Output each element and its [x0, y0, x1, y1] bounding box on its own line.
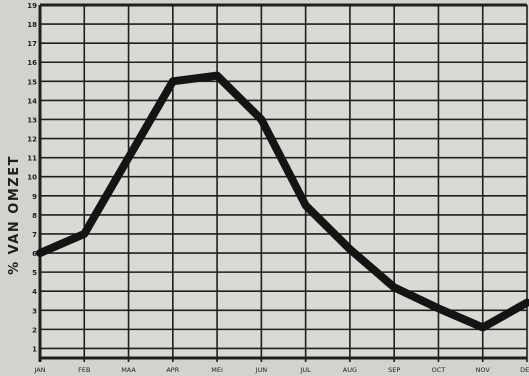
x-tick-label: AUG: [343, 366, 357, 374]
data-point: [480, 325, 485, 330]
x-tick-label: SEP: [388, 366, 400, 374]
data-point: [259, 117, 264, 122]
x-tick-label: OCT: [432, 366, 446, 374]
series-line: [36, 71, 529, 332]
y-tick-label: 9: [32, 193, 37, 201]
data-point: [170, 79, 175, 84]
x-tick-label: FEB: [78, 366, 90, 374]
y-tick-label: 1: [32, 345, 37, 353]
data-point: [126, 155, 131, 160]
data-point: [392, 285, 397, 290]
y-tick-label: 3: [32, 307, 37, 315]
grid: [38, 3, 528, 362]
y-tick-label: 19: [27, 2, 37, 10]
series-layer: [36, 71, 529, 332]
data-point: [525, 300, 529, 305]
x-tick-label: NOV: [476, 366, 491, 374]
x-tick-label: JUL: [299, 366, 311, 374]
y-tick-label: 14: [27, 97, 37, 105]
y-tick-label: 18: [27, 21, 37, 29]
x-tick-label: MEI: [211, 366, 223, 374]
data-point: [215, 73, 220, 78]
y-tick-label: 17: [27, 40, 37, 48]
x-tick-labels: JAN FEB MAA APR MEI JUN JUL AUG SEP OCT NOV DEC: [33, 366, 529, 374]
y-tick-label: 16: [27, 59, 37, 67]
y-tick-label: 4: [32, 288, 37, 296]
y-tick-label: 5: [32, 269, 37, 277]
x-tick-label: JUN: [255, 366, 268, 374]
y-tick-label: 15: [27, 78, 37, 86]
y-tick-label: 8: [32, 212, 37, 220]
x-tick-label: DEC: [520, 366, 529, 374]
y-axis-label: % VAN OMZET: [7, 155, 22, 275]
x-tick-label: APR: [166, 366, 179, 374]
data-point: [82, 231, 87, 236]
data-point: [436, 306, 441, 311]
y-tick-label: 7: [32, 231, 37, 239]
data-point: [303, 203, 308, 208]
y-tick-label: 10: [27, 174, 37, 182]
y-tick-label: 11: [27, 155, 37, 163]
data-point: [347, 247, 352, 252]
y-tick-label: 13: [27, 116, 37, 124]
x-tick-label: MAA: [121, 366, 136, 374]
y-tick-label: 2: [32, 326, 37, 334]
x-tick-label: JAN: [33, 366, 45, 374]
y-tick-label: 12: [27, 136, 37, 144]
data-point: [38, 251, 42, 256]
y-tick-label: 6: [32, 250, 37, 258]
plot-area: [40, 5, 527, 358]
